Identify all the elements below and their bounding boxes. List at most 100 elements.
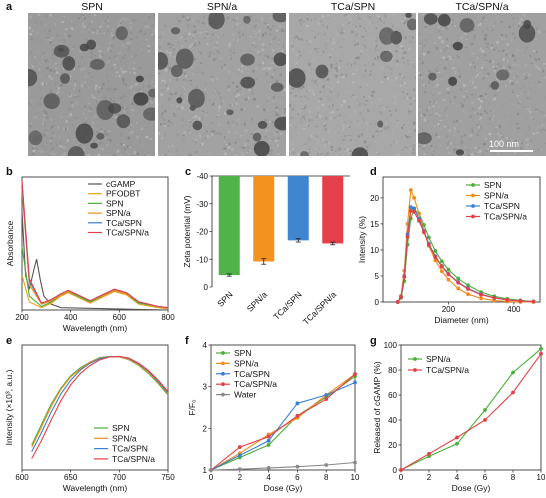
chart-f-frame [210,344,356,471]
scale-bar-label: 100 nm [489,139,520,149]
chart-d-series-point [412,206,416,211]
chart-g-frame [400,344,542,471]
chart-d-series-point [531,299,536,304]
chart-d-legend-marker [471,204,475,208]
nanoparticle [243,15,251,24]
chart-d-series-point [518,299,523,303]
chart-f-legend-marker [221,392,225,397]
chart-e-frame [21,344,169,471]
chart-f-series-point [324,463,329,467]
chart-d-series-point [466,287,470,291]
chart-d-series-point [439,259,444,264]
chart-d-series-point [466,292,470,297]
chart-g-series-point [483,418,487,422]
nanoparticle [300,151,309,156]
chart-b-legend-label: cGAMP [106,179,136,189]
nanoparticle [175,48,194,69]
chart-f-ytick-label: 2 [203,424,208,433]
nanoparticle [158,52,169,70]
chart-d-legend-marker [471,193,475,198]
nanoparticle [176,97,183,104]
nanoparticle [490,81,500,90]
nanoparticle [28,130,43,146]
chart-d-series-point [492,298,497,303]
chart-d-series-point [492,295,497,300]
chart-g-series-point [399,468,403,472]
chart-d-series-point [479,292,484,297]
chart-d-series-point [456,286,461,291]
chart-c-category-label: SPN/a [245,289,270,314]
nanoparticle [270,82,284,92]
nanoparticle [240,76,255,89]
chart-b-series-line [21,180,169,309]
chart-c-category-label: TCa/SPN [271,289,303,321]
panel-label-g: g [370,335,377,347]
chart-f-series-line [210,375,356,471]
chart-d-series-point [433,249,438,253]
panel-label-e: e [6,335,13,347]
chart-c-bar [218,176,240,276]
chart-f-series-point [266,466,271,470]
chart-e-legend-label: SPN/a [112,433,137,443]
chart-d-legend-label: SPN/a [484,191,509,201]
tem-title-spn-a: SPN/a [206,1,238,13]
tem-image-tca-spn [289,13,416,156]
chart-f-xtick-label: 4 [266,473,271,482]
tem-title-spn: SPN [81,1,103,13]
chart-e-xtick-label: 750 [161,473,175,482]
chart-g-series-point [511,390,515,395]
chart-b-legend-label: TCa/SPN/a [106,228,149,238]
chart-e-ylabel: Intensity (×10³, a.u.) [4,369,14,445]
nanoparticle [148,88,155,98]
chart-d-frame [382,176,541,303]
chart-f-series-line [210,373,356,471]
chart-d-series-point [479,296,484,301]
chart-d-series-point [433,255,438,260]
chart-e-legend-label: SPN [112,423,129,433]
nanoparticle [79,43,90,52]
chart-d-legend-marker [471,183,475,187]
tem-image-spn-a [158,13,286,156]
chart-b-xtick-label: 400 [64,313,78,322]
chart-b-legend-label: PFODBT [106,189,140,199]
chart-d-legend-marker [471,214,475,219]
tem-title-tca-spn-a: TCa/SPN/a [455,1,509,13]
chart-b-xlabel: Wavelength (nm) [63,323,128,333]
chart-d-xtick-label: 200 [442,305,456,314]
nanoparticle [90,142,98,149]
nanoparticle [208,13,225,30]
tem-image-spn [28,13,155,156]
chart-f-series-line [210,381,356,471]
nanoparticle [518,24,536,43]
chart-f-xtick-label: 8 [324,473,329,482]
nanoparticle [96,133,105,140]
panel-label-b: b [6,166,13,178]
nanoparticle [135,75,144,83]
chart-d-series-point [446,277,451,282]
panel-label-f: f [185,335,189,347]
chart-f-series-line [210,461,356,471]
nanoparticle [67,146,85,156]
chart-g-series-point [483,408,487,412]
chart-g-xtick-label: 10 [537,473,546,482]
chart-f-series-point [295,464,300,469]
tem-title-tca-spn: TCa/SPN [330,1,376,13]
panel-label-c: c [185,166,192,178]
chart-g-ytick-label: 100 [384,341,398,350]
chart-d-series-point [417,218,421,223]
nanoparticle [428,72,437,81]
nanoparticle [240,53,255,66]
chart-f-legend-marker [221,351,225,355]
nanoparticle [192,120,203,131]
chart-d-series-point [426,242,431,247]
chart-b-xtick-label: 800 [161,313,175,322]
chart-d-ytick-label: 20 [370,194,379,203]
nanoparticle [377,120,384,128]
chart-c-bar [322,176,344,244]
chart-d-series-point [405,234,410,239]
nanoparticle [133,92,149,106]
chart-c-ytick-label: -20 [196,228,208,237]
chart-g-series-point [539,346,543,351]
chart-g-series-point [455,441,459,446]
